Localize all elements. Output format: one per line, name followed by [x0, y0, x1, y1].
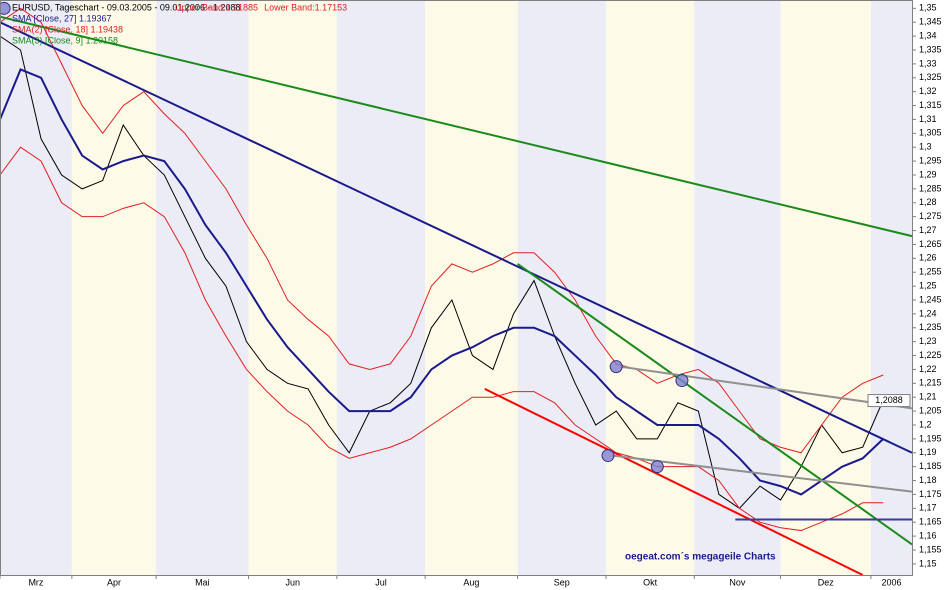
y-tick-label: 1,17 [919, 503, 937, 513]
plot-frame [0, 0, 913, 576]
y-tick-label: 1,32 [919, 86, 937, 96]
y-tick-label: 1,35 [919, 3, 937, 13]
month-band [156, 0, 249, 575]
y-tick-label: 1,24 [919, 308, 937, 318]
x-tick-label: Nov [729, 577, 746, 587]
legend: EURUSD, Tageschart - 09.03.2005 - 09.01.… [12, 2, 347, 45]
trend-line [0, 15, 913, 238]
y-tick-label: 1,285 [919, 183, 942, 193]
y-tick-label: 1,155 [919, 544, 942, 554]
plot [0, 1, 913, 576]
chart-title: EURUSD, Tageschart - 09.03.2005 - 09.01.… [12, 2, 240, 12]
x-tick-label: Jun [285, 577, 300, 587]
last-price-box [867, 394, 911, 408]
legend-entry: SMA [Close, 27] 1.19367 [12, 13, 112, 23]
y-tick-label: 1,15 [919, 558, 937, 568]
last-price-label: 1,2088 [875, 395, 903, 405]
y-tick-label: 1,195 [919, 433, 942, 443]
y-tick-label: 1,245 [919, 294, 942, 304]
y-tick-label: 1,25 [919, 280, 937, 290]
month-band [780, 0, 871, 575]
y-tick-label: 1,33 [919, 58, 937, 68]
y-tick-label: 1,16 [919, 530, 937, 540]
legend-entry: Upper Band:1.21885 [175, 2, 258, 12]
y-tick-label: 1,215 [919, 378, 942, 388]
trend-line [484, 387, 864, 576]
trend-line [620, 365, 913, 410]
x-tick-label: Sep [554, 577, 570, 587]
y-tick-label: 1,19 [919, 447, 937, 457]
trend-line [0, 21, 913, 454]
x-tick-label: Dez [818, 577, 835, 587]
y-tick-label: 1,185 [919, 461, 942, 471]
x-tick-label: 2006 [881, 577, 901, 587]
pivot-marker [609, 360, 623, 374]
y-tick-label: 1,18 [919, 475, 937, 485]
y-tick-label: 1,295 [919, 155, 942, 165]
y-tick-label: 1,225 [919, 350, 942, 360]
y-tick-label: 1,235 [919, 322, 942, 332]
month-band [336, 0, 426, 575]
price-line [0, 35, 884, 509]
x-tick-label: Apr [107, 577, 121, 587]
legend-entry: SMA(3) [Close, 9] 1.20158 [12, 35, 118, 45]
y-tick-label: 1,34 [919, 30, 937, 40]
y-tick-label: 1,21 [919, 392, 937, 402]
y-tick-label: 1,22 [919, 364, 937, 374]
x-tick-label: Aug [463, 577, 479, 587]
legend-entry: Lower Band:1.17153 [264, 2, 347, 12]
indicator-line [0, 68, 884, 496]
pivot-marker [601, 449, 615, 463]
y-tick-label: 1,2 [919, 419, 932, 429]
y-tick-label: 1,275 [919, 211, 942, 221]
y-tick-label: 1,175 [919, 489, 942, 499]
month-shading [0, 0, 912, 575]
y-tick-label: 1,315 [919, 100, 942, 110]
y-tick-label: 1,165 [919, 517, 942, 527]
y-tick-label: 1,325 [919, 72, 942, 82]
x-tick-label: Mrz [28, 577, 43, 587]
y-tick-label: 1,3 [919, 142, 932, 152]
y-tick-label: 1,29 [919, 169, 937, 179]
y-tick-label: 1,335 [919, 44, 942, 54]
y-tick-label: 1,255 [919, 267, 942, 277]
pivot-marker [675, 374, 689, 388]
x-tick-label: Mai [195, 577, 210, 587]
legend-entry: SMA(2) [Close, 18] 1.19438 [12, 24, 123, 34]
indicator-line [0, 146, 884, 532]
y-tick-label: 1,265 [919, 239, 942, 249]
pivot-marker [650, 460, 664, 474]
month-band [425, 0, 518, 575]
y-tick-label: 1,31 [919, 114, 937, 124]
y-tick-label: 1,205 [919, 405, 942, 415]
x-tick-label: Okt [643, 577, 658, 587]
watermark: oegeat.com´s megageile Charts [625, 552, 776, 563]
y-tick-label: 1,28 [919, 197, 937, 207]
y-tick-label: 1,27 [919, 225, 937, 235]
month-band [71, 0, 157, 575]
x-tick-label: Jul [375, 577, 387, 587]
trend-line [517, 263, 913, 546]
month-band [870, 0, 912, 575]
month-band [248, 0, 337, 575]
y-tick-label: 1,305 [919, 128, 942, 138]
month-band [605, 0, 695, 575]
pivot-marker [0, 1, 11, 15]
y-tick-label: 1,345 [919, 17, 942, 27]
trend-line [611, 454, 913, 493]
indicator-line [0, 7, 884, 454]
month-band [0, 0, 72, 575]
y-tick-label: 1,26 [919, 253, 937, 263]
y-tick-label: 1,23 [919, 336, 937, 346]
month-band [694, 0, 781, 575]
